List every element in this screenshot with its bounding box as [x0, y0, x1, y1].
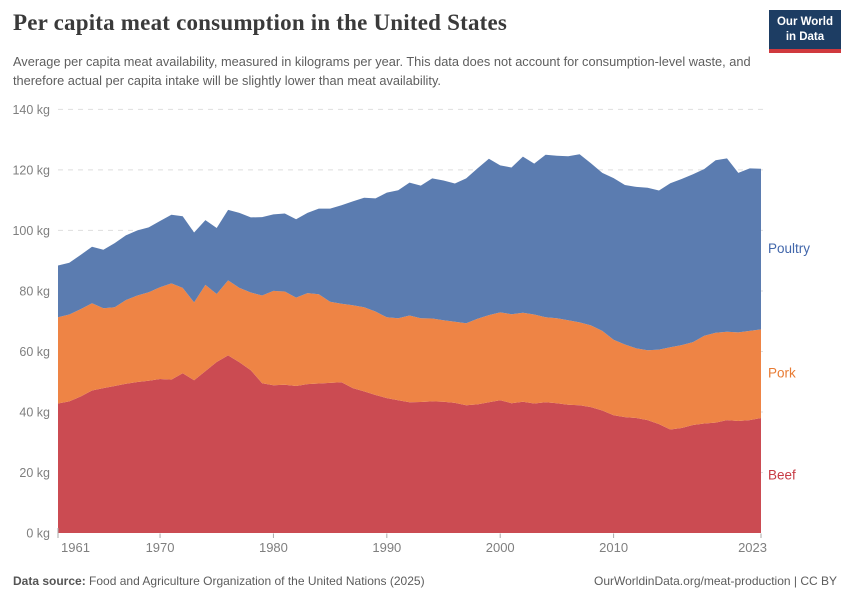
- y-axis-label: 20 kg: [19, 466, 50, 480]
- y-axis-label: 80 kg: [19, 284, 50, 298]
- owid-logo-line1: Our World: [776, 16, 833, 28]
- area-poultry[interactable]: [58, 154, 761, 351]
- chart-title: Per capita meat consumption in the Unite…: [13, 10, 508, 35]
- y-axis-label: 100 kg: [12, 224, 50, 238]
- x-axis-label: 1961: [61, 540, 90, 555]
- owid-logo-line2: in Data: [785, 30, 825, 43]
- owid-logo[interactable]: Our World in Data: [768, 10, 841, 53]
- data-source-label: Data source:: [13, 574, 86, 588]
- y-axis-label: 120 kg: [12, 163, 50, 177]
- x-axis-label: 1980: [259, 540, 288, 555]
- area-pork[interactable]: [58, 280, 761, 430]
- chart-subtitle: Average per capita meat availability, me…: [13, 54, 751, 89]
- data-source-text: Food and Agriculture Organization of the…: [85, 574, 425, 588]
- data-source-note: Data source: Food and Agriculture Organi…: [13, 574, 425, 588]
- owid-link[interactable]: OurWorldinData.org/meat-production | CC …: [594, 574, 837, 588]
- x-axis-label: 2000: [486, 540, 515, 555]
- x-axis-label: 2023: [738, 540, 767, 555]
- x-axis-label: 1990: [372, 540, 401, 555]
- x-axis-label: 1970: [146, 540, 175, 555]
- series-label-beef: Beef: [768, 468, 796, 483]
- y-axis-label: 60 kg: [19, 345, 50, 359]
- x-axis-label: 2010: [599, 540, 628, 555]
- series-label-poultry: Poultry: [768, 241, 810, 256]
- area-beef[interactable]: [58, 355, 761, 533]
- y-axis-label: 140 kg: [12, 103, 50, 117]
- series-label-pork: Pork: [768, 366, 796, 381]
- chart-footer: Data source: Food and Agriculture Organi…: [13, 574, 837, 588]
- y-axis-label: 40 kg: [19, 405, 50, 419]
- y-axis-label: 0 kg: [26, 527, 50, 541]
